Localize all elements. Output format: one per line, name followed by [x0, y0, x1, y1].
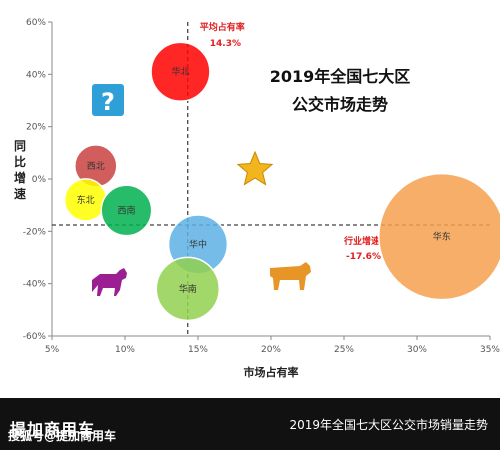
chart-area: 5% 10% 15% 20% 25% 30% 35% 60% 40% 20% 0% -20% -40% -… [14, 18, 500, 379]
x-tick-label: 30% [407, 345, 427, 355]
industry-growth-value: -17.6% [346, 252, 381, 262]
bubble-西南 [100, 184, 153, 237]
industry-growth-label: 行业增速 [343, 235, 380, 247]
y-tick-label: 20% [26, 123, 46, 133]
footer-watermark: 搜狐号@提加商用车 [8, 429, 117, 443]
bubble-label: 华东 [433, 231, 451, 243]
y-tick-label: -40% [23, 280, 47, 290]
avg-share-label: 平均占有率 [200, 21, 245, 33]
y-tick-label: 0% [32, 175, 47, 185]
chart-title-line: 2019年全国七大区 [270, 67, 411, 86]
y-tick-label: -60% [23, 332, 47, 342]
question-icon-glyph: ? [101, 88, 115, 116]
bubble-label: 华中 [189, 238, 207, 250]
dog-icon [92, 268, 127, 296]
y-tick-label: -20% [23, 227, 47, 237]
footer-caption: 2019年全国七大区公交市场销量走势 [289, 418, 488, 432]
x-tick-label: 20% [261, 345, 281, 355]
footer-logo: 提加商用车 [10, 420, 96, 439]
bubble-华北 [150, 41, 211, 102]
x-tick-label: 5% [45, 345, 60, 355]
x-tick-label: 25% [334, 345, 354, 355]
bubble-label: 华北 [171, 66, 189, 78]
x-tick-label: 35% [480, 345, 500, 355]
x-tick-label: 10% [115, 345, 135, 355]
star-icon [236, 150, 274, 186]
x-axis-title: 市场占有率 [244, 365, 299, 379]
chart-title-line: 公交市场走势 [292, 95, 388, 114]
bubble-华南 [155, 256, 221, 322]
y-axis-title: 同比增速 [14, 139, 26, 201]
bubble-chart: 5% 10% 15% 20% 25% 30% 35% 60% 40% 20% 0% -20% -40% -… [14, 18, 500, 379]
question-icon [92, 84, 124, 116]
bubble-label: 西南 [117, 204, 135, 216]
footer-bar: 提加商用车 搜狐号@提加商用车 2019年全国七大区公交市场销量走势 [0, 398, 500, 450]
y-tick-label: 60% [26, 18, 46, 28]
bubble-label: 西北 [87, 161, 105, 172]
bubble-label: 华南 [179, 283, 197, 295]
avg-share-value: 14.3% [210, 39, 241, 49]
y-tick-label: 40% [26, 70, 46, 80]
cow-icon [270, 262, 311, 290]
bubble-label: 东北 [77, 194, 95, 206]
x-tick-label: 15% [188, 345, 208, 355]
bubble-华东 [378, 172, 500, 301]
